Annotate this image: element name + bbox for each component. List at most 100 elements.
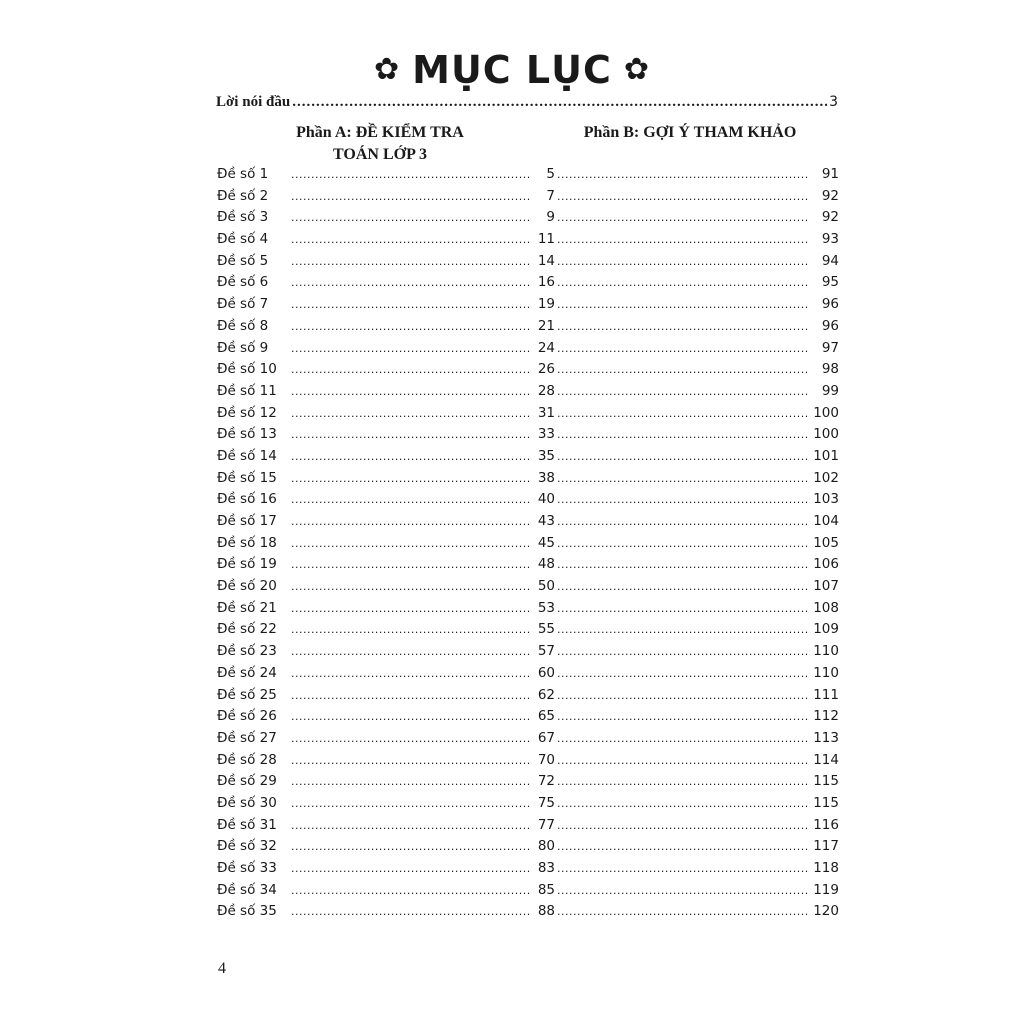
toc-entry: Đề số 17 43 104 — [217, 513, 839, 535]
part-a-page: 19 — [537, 296, 555, 313]
part-a-page: 53 — [537, 599, 555, 616]
dot-leader — [557, 689, 809, 702]
part-b-page: 92 — [821, 187, 839, 204]
toc-entry: Đề số 35 88 120 — [217, 903, 839, 925]
toc-entry: Đề số 33 83 118 — [217, 860, 839, 882]
dot-leader — [557, 754, 809, 767]
page-number: 4 — [218, 960, 226, 977]
dot-leader — [557, 255, 809, 268]
part-b-page: 115 — [813, 794, 839, 811]
entry-label: Đề số 20 — [217, 578, 277, 595]
dot-leader — [291, 623, 531, 636]
dot-leader — [557, 862, 809, 875]
part-a-page: 60 — [537, 664, 555, 681]
dot-leader — [291, 450, 531, 463]
entry-label: Đề số 10 — [217, 361, 277, 378]
part-a-line1: Phần A: ĐỀ KIỂM TRA — [296, 124, 464, 141]
part-a-page: 11 — [537, 231, 555, 248]
dot-leader — [557, 905, 809, 918]
entry-label: Đề số 16 — [217, 491, 277, 508]
dot-leader — [557, 472, 809, 485]
dot-leader — [557, 168, 809, 181]
dot-leader — [557, 645, 809, 658]
toc-entry: Đề số 6 16 95 — [217, 274, 839, 296]
dot-leader — [557, 732, 809, 745]
dot-leader — [291, 276, 531, 289]
part-b-page: 116 — [813, 816, 839, 833]
part-b-page: 93 — [821, 231, 839, 248]
flower-icon: ✿ — [373, 52, 401, 87]
part-a-page: 40 — [537, 491, 555, 508]
toc-entry: Đề số 24 60 110 — [217, 665, 839, 687]
dot-leader — [291, 710, 531, 723]
toc-entry: Đề số 7 19 96 — [217, 296, 839, 318]
part-b-page: 106 — [813, 556, 839, 573]
part-b-page: 96 — [821, 317, 839, 334]
entry-label: Đề số 14 — [217, 447, 277, 464]
part-a-page: 5 — [546, 166, 555, 182]
toc-entry: Đề số 15 38 102 — [217, 470, 839, 492]
dot-leader — [291, 190, 531, 203]
toc-entry: Đề số 19 48 106 — [217, 556, 839, 578]
part-a-page: 85 — [537, 881, 555, 898]
part-b-page: 92 — [821, 209, 839, 226]
dot-leader — [291, 840, 531, 853]
toc-entry: Đề số 23 57 110 — [217, 643, 839, 665]
dot-leader — [291, 580, 531, 593]
part-a-page: 62 — [537, 686, 555, 703]
part-a-page: 80 — [537, 838, 555, 855]
toc-entry: Đề số 10 26 98 — [217, 361, 839, 383]
entry-label: Đề số 18 — [217, 534, 277, 551]
part-b-page: 104 — [813, 513, 839, 529]
part-b-page: 107 — [813, 578, 839, 595]
dot-leader — [291, 667, 531, 680]
dot-leader — [291, 558, 531, 571]
toc-entry: Đề số 9 24 97 — [217, 340, 839, 362]
dot-leader — [291, 689, 531, 702]
part-a-line2: TOÁN LỚP 3 — [333, 146, 427, 163]
toc-entry: Đề số 1 5 91 — [217, 166, 839, 188]
dot-leader — [291, 472, 531, 485]
dot-leader — [291, 168, 531, 181]
dot-leader — [291, 732, 531, 745]
toc-entry: Đề số 11 28 99 — [217, 383, 839, 405]
dot-leader — [557, 580, 809, 593]
entry-label: Đề số 1 — [217, 166, 269, 182]
part-b-page: 105 — [813, 534, 839, 551]
dot-leader — [557, 190, 809, 203]
dot-leader — [557, 840, 809, 853]
part-b-page: 95 — [821, 274, 839, 291]
dot-leader — [557, 211, 809, 224]
part-b-page: 91 — [821, 166, 839, 182]
dot-leader — [557, 623, 809, 636]
toc-entry: Đề số 32 80 117 — [217, 838, 839, 860]
part-b-page: 94 — [821, 252, 839, 269]
entry-label: Đề số 9 — [217, 339, 269, 356]
part-a-page: 43 — [537, 513, 555, 529]
entry-label: Đề số 32 — [217, 838, 277, 855]
entry-label: Đề số 23 — [217, 643, 277, 660]
part-b-page: 118 — [813, 860, 839, 876]
dot-leader — [557, 515, 809, 528]
dot-leader — [557, 537, 809, 550]
dot-leader — [291, 342, 531, 355]
part-b-line1: Phần B: GỢI Ý THAM KHẢO — [583, 124, 797, 141]
part-a-page: 67 — [537, 729, 555, 746]
part-a-page: 31 — [537, 404, 555, 421]
dot-leader — [557, 797, 809, 810]
entry-label: Đề số 11 — [217, 382, 277, 399]
entry-label: Đề số 19 — [217, 556, 277, 573]
dot-leader — [291, 602, 531, 615]
dot-leader — [557, 558, 809, 571]
part-b-page: 115 — [813, 773, 839, 790]
part-a-page: 70 — [537, 751, 555, 768]
part-a-page: 38 — [537, 469, 555, 486]
dot-leader — [291, 884, 531, 897]
dot-leader — [557, 428, 809, 441]
dot-leader — [557, 884, 809, 897]
dot-leader — [291, 905, 531, 918]
part-a-page: 57 — [537, 643, 555, 660]
dot-leader — [557, 407, 809, 420]
dot-leader — [291, 645, 531, 658]
entry-label: Đề số 25 — [217, 686, 277, 703]
